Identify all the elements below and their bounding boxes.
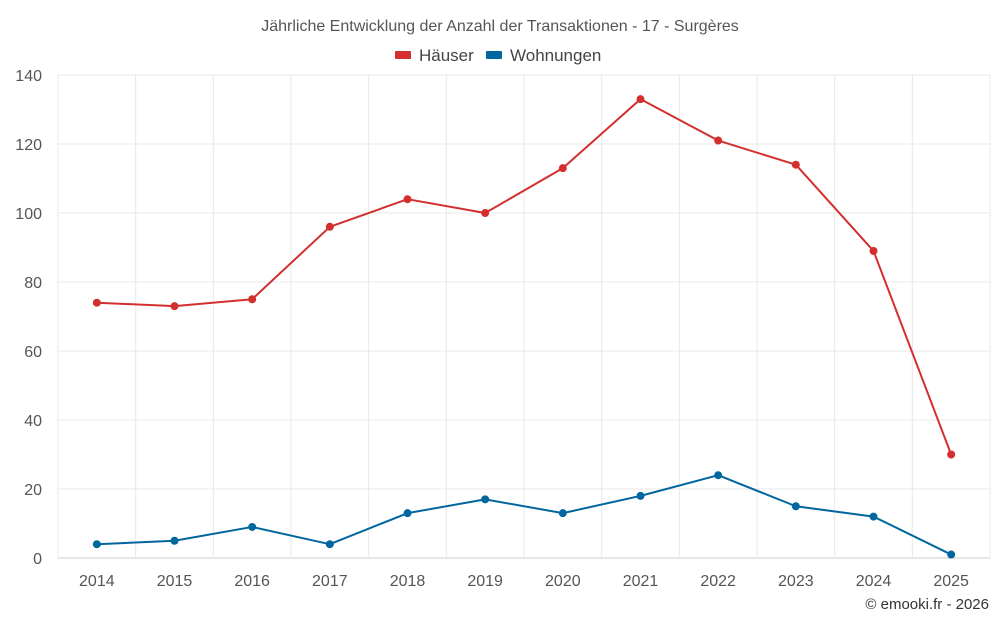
data-point[interactable] [869,512,878,521]
x-tick-label: 2018 [390,573,426,590]
y-axis: 0 20 40 60 80 100 120 140 [15,68,42,568]
legend-label-haeuser: Häuser [419,46,474,65]
data-point[interactable] [481,495,490,504]
x-tick-label: 2023 [778,573,814,590]
y-tick-label: 100 [15,206,42,223]
series-haeuser [92,95,956,459]
data-point[interactable] [170,302,179,311]
data-point[interactable] [92,540,101,549]
x-tick-label: 2025 [933,573,969,590]
y-tick-label: 60 [24,344,42,361]
x-tick-label: 2020 [545,573,581,590]
data-point[interactable] [325,540,334,549]
x-tick-label: 2014 [79,573,115,590]
data-point[interactable] [170,536,179,545]
x-tick-label: 2022 [700,573,736,590]
y-tick-label: 20 [24,482,42,499]
y-tick-label: 80 [24,275,42,292]
y-tick-label: 140 [15,68,42,85]
legend-item-wohnungen[interactable]: Wohnungen [486,46,601,65]
data-point[interactable] [636,491,645,500]
chart-title: Jährliche Entwicklung der Anzahl der Tra… [261,18,739,35]
legend-swatch-haeuser [395,51,411,59]
data-point[interactable] [947,550,956,559]
data-point[interactable] [791,160,800,169]
data-point[interactable] [947,450,956,459]
data-point[interactable] [325,222,334,231]
data-point[interactable] [481,209,490,217]
series-line [95,98,953,456]
data-point[interactable] [791,502,800,511]
series-line [95,474,953,556]
data-point[interactable] [869,246,878,255]
data-point[interactable] [403,509,412,518]
copyright-text: © emooki.fr - 2026 [865,596,989,613]
data-point[interactable] [636,95,645,104]
x-tick-label: 2015 [157,573,193,590]
legend: Häuser Wohnungen [395,46,601,65]
data-point[interactable] [92,298,101,307]
legend-swatch-wohnungen [486,51,502,59]
data-point[interactable] [714,136,723,145]
y-tick-label: 0 [33,551,42,568]
legend-label-wohnungen: Wohnungen [510,46,601,65]
x-axis: 2014 2015 2016 2017 2018 2019 2020 2021 2022 2023… [79,573,969,590]
series-wohnungen [92,471,956,559]
x-tick-label: 2019 [467,573,503,590]
x-tick-label: 2024 [856,573,892,590]
grid [57,74,991,559]
x-tick-label: 2017 [312,573,348,590]
x-tick-label: 2021 [623,573,659,590]
y-tick-label: 120 [15,137,42,154]
data-point[interactable] [248,522,257,531]
legend-item-haeuser[interactable]: Häuser [395,46,474,65]
data-point[interactable] [714,471,723,480]
data-point[interactable] [403,195,412,204]
data-point[interactable] [558,509,567,518]
y-tick-label: 40 [24,413,42,430]
x-tick-label: 2016 [234,573,270,590]
series-layer [92,95,956,559]
data-point[interactable] [558,164,567,173]
data-point[interactable] [248,295,257,304]
